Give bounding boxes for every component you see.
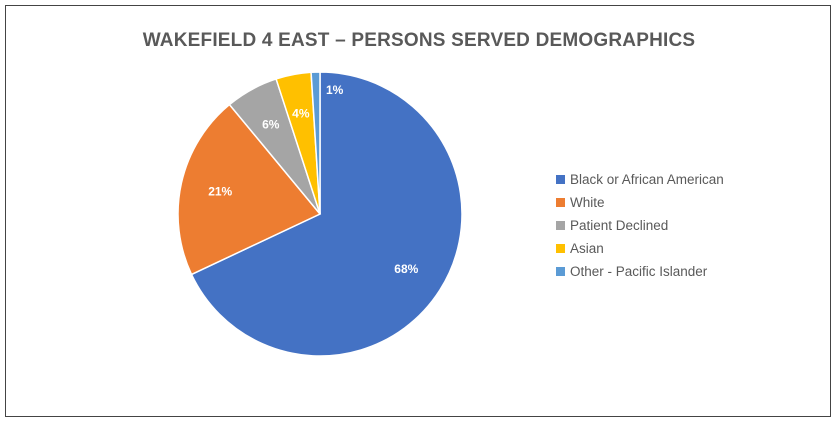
chart-title: WAKEFIELD 4 EAST – PERSONS SERVED DEMOGR…	[142, 30, 696, 51]
legend-swatch	[556, 267, 565, 276]
data-label-2: 6%	[262, 117, 280, 131]
data-label-4: 1%	[326, 83, 344, 97]
legend-label: White	[570, 195, 605, 210]
chart-frame	[5, 5, 831, 417]
legend-label: Black or African American	[570, 172, 724, 187]
legend-label: Other - Pacific Islander	[570, 264, 708, 279]
legend-swatch	[556, 244, 565, 253]
legend-swatch	[556, 221, 565, 230]
legend-label: Asian	[570, 241, 604, 256]
data-label-3: 4%	[292, 107, 310, 121]
legend: Black or African American White Patient De…	[556, 168, 724, 283]
legend-item: Other - Pacific Islander	[556, 260, 724, 283]
pie-slice-0	[190, 71, 463, 357]
legend-swatch	[556, 198, 565, 207]
legend-label: Patient Declined	[570, 218, 669, 233]
legend-item: Patient Declined	[556, 214, 724, 237]
data-label-1: 21%	[208, 185, 232, 199]
legend-item: Asian	[556, 237, 724, 260]
pie-slice-1	[177, 103, 322, 276]
legend-item: White	[556, 191, 724, 214]
legend-item: Black or African American	[556, 168, 724, 191]
pie-slice-4	[310, 71, 321, 215]
data-label-0: 68%	[394, 262, 418, 276]
legend-swatch	[556, 175, 565, 184]
